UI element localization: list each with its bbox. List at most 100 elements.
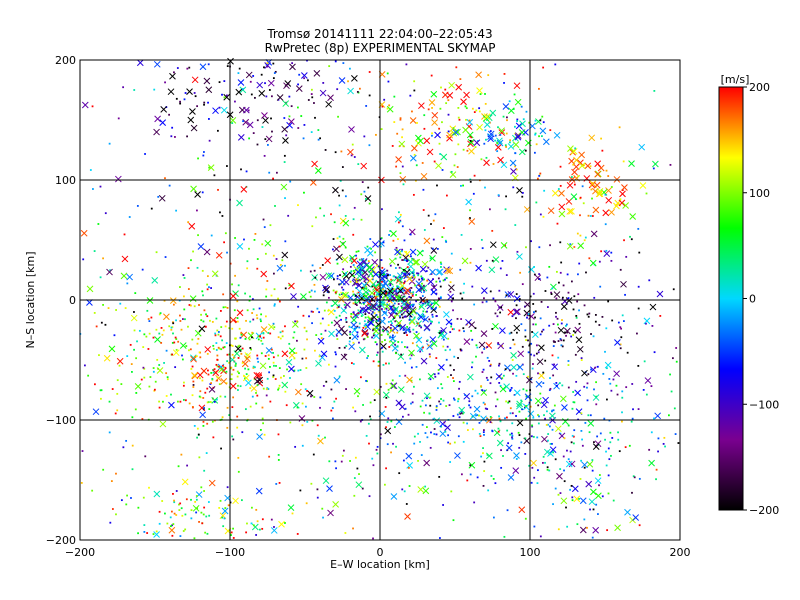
x-marker (181, 478, 189, 486)
dot-marker (601, 495, 604, 498)
dot-marker (177, 340, 180, 343)
dot-marker (607, 300, 610, 303)
x-marker (333, 245, 340, 253)
dot-marker (535, 143, 538, 146)
dot-marker (182, 274, 185, 276)
dot-marker (163, 299, 166, 302)
dot-marker (659, 315, 662, 317)
dot-marker (232, 438, 235, 441)
dot-marker (430, 288, 433, 291)
dot-marker (203, 469, 206, 472)
dot-marker (272, 374, 275, 377)
dot-marker (583, 518, 586, 521)
dot-marker (617, 431, 619, 434)
dot-marker (249, 320, 252, 323)
dot-marker (244, 338, 247, 340)
dot-marker (457, 357, 459, 359)
dot-marker (223, 80, 226, 82)
dot-marker (444, 239, 447, 242)
dot-marker (441, 121, 443, 124)
x-marker (448, 284, 455, 292)
dot-marker (618, 126, 621, 129)
dot-marker (526, 314, 529, 317)
dot-marker (162, 400, 164, 403)
dot-marker (607, 175, 610, 177)
x-marker (397, 386, 405, 393)
dot-marker (312, 310, 314, 313)
x-marker (366, 264, 374, 271)
dot-marker (492, 478, 495, 480)
x-marker (592, 206, 600, 214)
dot-marker (357, 250, 360, 253)
x-marker (394, 248, 401, 256)
dot-marker (382, 329, 384, 332)
dot-marker (202, 397, 205, 399)
dot-marker (560, 339, 563, 342)
dot-marker (172, 322, 175, 325)
dot-marker (456, 413, 459, 416)
colorbar-tick-label: −200 (749, 504, 779, 517)
x-marker (510, 352, 517, 359)
x-marker (326, 485, 333, 492)
dot-marker (539, 392, 542, 395)
dot-marker (412, 303, 415, 306)
dot-marker (393, 315, 396, 318)
x-marker (234, 345, 242, 353)
dot-marker (549, 244, 551, 247)
dot-marker (548, 324, 551, 327)
dot-marker (462, 421, 465, 424)
dot-marker (210, 287, 213, 289)
dot-marker (275, 258, 278, 260)
dot-marker (481, 389, 484, 392)
dot-marker (399, 118, 402, 121)
dot-marker (350, 270, 353, 273)
x-marker (380, 282, 388, 290)
dot-marker (195, 495, 198, 497)
x-marker (402, 254, 410, 262)
dot-marker (482, 484, 485, 487)
x-marker (576, 345, 584, 353)
dot-marker (315, 216, 317, 219)
x-marker (350, 257, 358, 265)
dot-marker (466, 429, 469, 431)
dot-marker (252, 318, 255, 321)
dot-marker (342, 62, 345, 64)
dot-marker (529, 295, 532, 298)
dot-marker (411, 392, 414, 395)
dot-marker (542, 461, 544, 464)
dot-marker (428, 353, 431, 356)
dot-marker (524, 149, 527, 152)
dot-marker (400, 250, 403, 253)
x-marker (535, 380, 543, 388)
x-marker (624, 508, 631, 516)
dot-marker (290, 105, 293, 108)
x-marker (282, 100, 290, 107)
dot-marker (142, 496, 145, 499)
dot-marker (551, 442, 553, 445)
dot-marker (237, 384, 239, 387)
dot-marker (260, 73, 263, 76)
x-marker (343, 272, 350, 280)
dot-marker (482, 452, 484, 455)
dot-marker (296, 320, 299, 323)
dot-marker (397, 238, 399, 241)
x-marker (295, 85, 303, 92)
dot-marker (288, 342, 291, 345)
dot-marker (280, 376, 282, 379)
dot-marker (380, 242, 383, 245)
dot-marker (478, 432, 481, 435)
dot-marker (288, 95, 291, 98)
dot-marker (271, 130, 273, 133)
dot-marker (524, 453, 527, 455)
dot-marker (375, 313, 378, 316)
dot-marker (445, 277, 448, 279)
dot-marker (249, 347, 252, 349)
dot-marker (240, 333, 243, 336)
dot-marker (407, 310, 409, 312)
dot-marker (208, 118, 210, 120)
dot-marker (114, 412, 117, 415)
dot-marker (373, 293, 376, 295)
dot-marker (184, 399, 187, 402)
dot-marker (328, 460, 331, 463)
dot-marker (626, 351, 629, 354)
